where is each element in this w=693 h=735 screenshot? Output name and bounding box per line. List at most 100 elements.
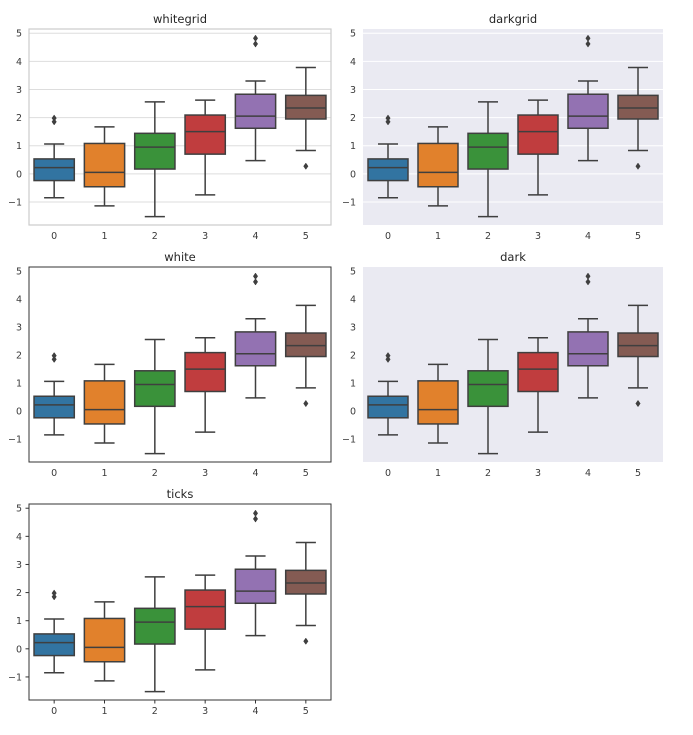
y-tick-label: −1 — [8, 672, 22, 683]
outlier-point — [585, 272, 591, 280]
box-4 — [234, 509, 277, 637]
box-0 — [367, 352, 409, 436]
box-4 — [234, 272, 277, 399]
y-tick-label: 3 — [16, 85, 22, 96]
axes-background — [29, 504, 331, 700]
box-4 — [567, 34, 609, 162]
panel-white: 5 4 3 2 1 0 −1 0 1 2 3 4 5 white — [8, 250, 332, 479]
y-tick-label: −1 — [342, 197, 356, 208]
box-iqr — [467, 132, 509, 170]
box-iqr — [367, 158, 409, 182]
box-iqr — [184, 351, 227, 393]
box-iqr — [284, 332, 327, 358]
x-tick-label: 4 — [585, 468, 591, 479]
box-iqr — [33, 158, 76, 182]
x-tick-label: 4 — [585, 231, 591, 242]
y-tick-label: −1 — [8, 435, 22, 446]
box-iqr — [417, 142, 459, 188]
box-1 — [83, 126, 126, 207]
x-tick-label: 2 — [152, 231, 158, 242]
y-tick-label: 0 — [16, 407, 22, 418]
y-tick-label: 4 — [350, 57, 356, 68]
outlier-point — [303, 162, 309, 170]
y-tick-label: 2 — [16, 588, 22, 599]
x-tick-label: 2 — [152, 468, 158, 479]
x-tick-label: 3 — [202, 706, 208, 717]
panel-title: whitegrid — [153, 12, 207, 26]
box-iqr — [284, 94, 327, 120]
x-tick-label: 0 — [51, 468, 57, 479]
axes-spine — [28, 503, 332, 701]
y-tick-label: 0 — [16, 169, 22, 180]
axes-background — [363, 267, 663, 462]
y-tick-label: 4 — [16, 57, 22, 68]
outlier-point — [385, 114, 391, 122]
y-tick-label: 0 — [350, 407, 356, 418]
x-tick-label: 2 — [485, 231, 491, 242]
y-tick-label: 1 — [16, 379, 22, 390]
panel-title: darkgrid — [489, 12, 537, 26]
y-tick-label: 0 — [16, 644, 22, 655]
outlier-point — [51, 593, 57, 601]
y-tick-label: 5 — [16, 29, 22, 40]
box-iqr — [133, 370, 176, 408]
outlier-point — [585, 40, 591, 48]
outlier-point — [303, 637, 309, 645]
y-tick-label: 2 — [350, 351, 356, 362]
y-tick-label: 1 — [350, 141, 356, 152]
y-tick-label: 4 — [16, 532, 22, 543]
x-tick-label: 1 — [101, 706, 107, 717]
axes-spine — [28, 28, 332, 226]
box-2 — [133, 101, 176, 218]
box-1 — [417, 126, 459, 207]
x-tick-label: 5 — [303, 231, 309, 242]
x-tick-label: 5 — [635, 231, 641, 242]
y-tick-label: 2 — [350, 113, 356, 124]
box-iqr — [417, 380, 459, 425]
box-iqr — [133, 132, 176, 170]
axes-spine — [28, 266, 332, 463]
x-tick-label: 1 — [435, 468, 441, 479]
box-2 — [467, 101, 509, 218]
x-tick-label: 2 — [152, 706, 158, 717]
box-iqr — [367, 395, 409, 419]
x-tick-label: 1 — [435, 231, 441, 242]
x-tick-label: 0 — [385, 468, 391, 479]
outlier-point — [252, 34, 259, 42]
outlier-point — [385, 355, 391, 363]
box-3 — [184, 99, 227, 196]
x-tick-label: 4 — [252, 231, 258, 242]
y-tick-label: 2 — [16, 113, 22, 124]
outlier-point — [51, 114, 57, 122]
x-tick-label: 3 — [202, 231, 208, 242]
box-iqr — [234, 93, 277, 130]
y-tick-label: 2 — [16, 351, 22, 362]
x-tick-label: 4 — [252, 468, 258, 479]
box-5 — [284, 66, 327, 170]
panel-whitegrid: 5 4 3 2 1 0 −1 0 1 2 3 4 5 whitegrid — [8, 12, 332, 242]
box-iqr — [133, 607, 176, 645]
box-4 — [234, 34, 277, 162]
outlier-point — [585, 278, 591, 286]
box-iqr — [517, 114, 559, 155]
y-tick-label: −1 — [8, 197, 22, 208]
box-0 — [33, 114, 76, 199]
outlier-point — [252, 272, 259, 280]
axes-background — [363, 29, 663, 225]
box-1 — [417, 363, 459, 444]
box-iqr — [184, 589, 227, 630]
y-tick-label: 3 — [16, 323, 22, 334]
axes-background — [29, 29, 331, 225]
y-tick-label: −1 — [342, 435, 356, 446]
box-5 — [617, 66, 659, 170]
box-0 — [33, 352, 76, 436]
x-tick-label: 2 — [485, 468, 491, 479]
box-3 — [517, 99, 559, 196]
outlier-point — [51, 589, 57, 597]
box-iqr — [567, 93, 609, 130]
x-tick-label: 3 — [535, 231, 541, 242]
y-tick-label: 5 — [16, 267, 22, 278]
outlier-point — [51, 118, 57, 126]
panel-title: dark — [500, 250, 526, 264]
